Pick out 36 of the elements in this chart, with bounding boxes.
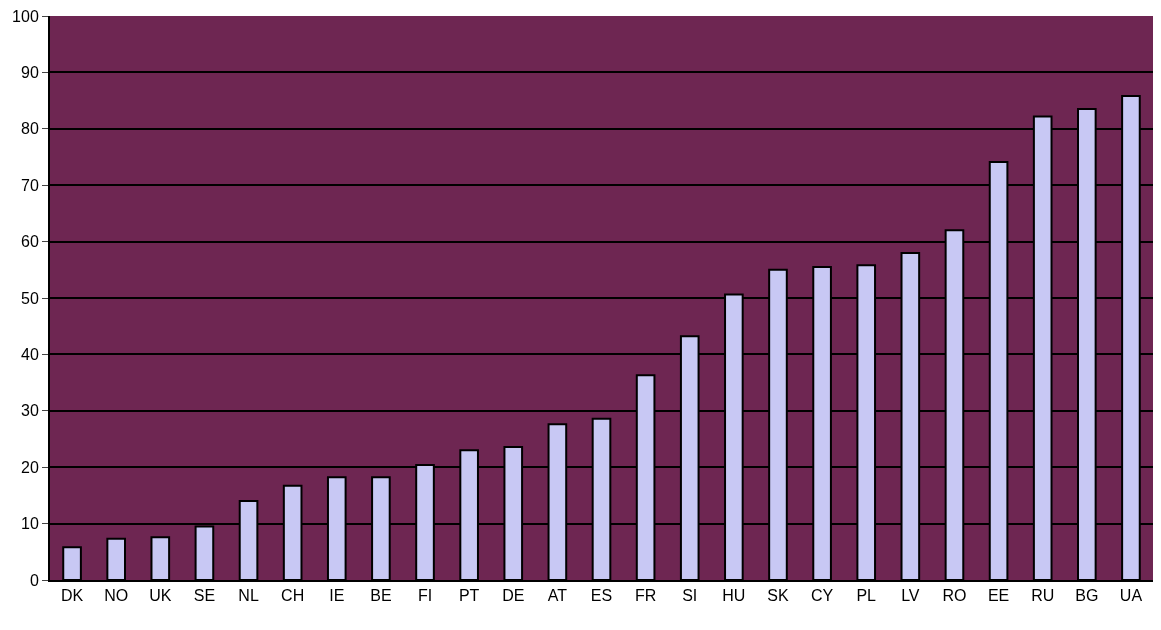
y-tick-label: 10 (21, 515, 39, 533)
x-tick-label: PL (856, 587, 877, 605)
x-tick-label: PT (458, 587, 480, 605)
y-tick-label: 20 (21, 458, 39, 476)
x-tick-label: AT (547, 587, 568, 605)
y-tick-label: 40 (21, 346, 39, 363)
y-tick-label: 90 (21, 64, 39, 81)
y-tick-label: 70 (21, 176, 39, 194)
x-tick-label: CY (810, 587, 834, 605)
x-tick-label: SK (767, 587, 789, 605)
y-tick-label: 0 (29, 571, 39, 589)
y-tick-label: 60 (21, 233, 39, 251)
x-tick-label: RO (942, 587, 967, 605)
x-tick-label: DK (60, 587, 84, 605)
x-tick-label: SI (682, 587, 698, 605)
y-tick-label: 100 (12, 7, 39, 25)
x-tick-label: FR (634, 587, 657, 605)
y-tick-label: 50 (21, 289, 39, 307)
x-tick-label: BG (1075, 587, 1099, 605)
y-tick-label: 30 (21, 402, 39, 420)
x-tick-label: CH (281, 587, 305, 605)
x-tick-label: EE (987, 587, 1010, 605)
x-tick-label: IE (329, 587, 345, 605)
x-tick-label: NL (238, 587, 259, 605)
x-tick-label: DE (502, 587, 525, 605)
x-tick-label: UA (1119, 587, 1143, 605)
y-tick-label: 80 (21, 120, 39, 138)
x-tick-label: SE (193, 587, 216, 605)
x-tick-label: LV (901, 587, 920, 605)
x-tick-label: NO (104, 587, 129, 605)
x-tick-label: FI (417, 587, 433, 605)
x-tick-label: ES (590, 587, 613, 605)
x-tick-label: RU (1031, 587, 1055, 605)
x-tick-label: BE (370, 587, 392, 605)
x-tick-label: HU (722, 587, 746, 605)
x-tick-label: UK (149, 587, 172, 605)
